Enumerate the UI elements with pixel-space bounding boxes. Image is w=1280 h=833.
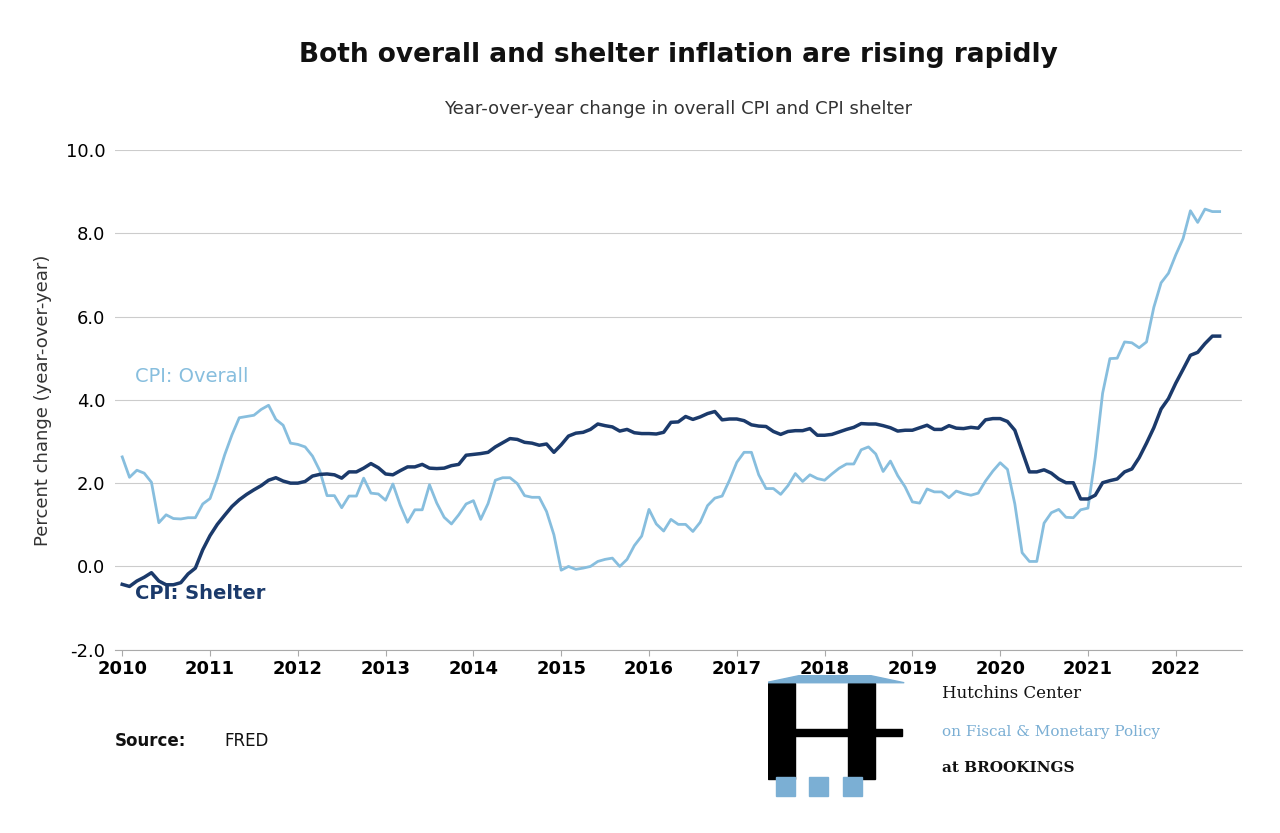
Text: Year-over-year change in overall CPI and CPI shelter: Year-over-year change in overall CPI and…: [444, 100, 913, 118]
Text: CPI: Shelter: CPI: Shelter: [136, 584, 266, 603]
Bar: [844, 777, 861, 796]
Y-axis label: Percent change (year-over-year): Percent change (year-over-year): [35, 254, 52, 546]
Text: FRED: FRED: [224, 731, 269, 750]
Text: Hutchins Center: Hutchins Center: [942, 686, 1082, 702]
Bar: [768, 729, 901, 736]
Bar: [776, 777, 795, 796]
Bar: [809, 777, 828, 796]
Text: CPI: Overall: CPI: Overall: [136, 367, 248, 387]
Text: on Fiscal & Monetary Policy: on Fiscal & Monetary Policy: [942, 726, 1160, 740]
Text: at BROOKINGS: at BROOKINGS: [942, 761, 1074, 776]
Text: Both overall and shelter inflation are rising rapidly: Both overall and shelter inflation are r…: [300, 42, 1057, 67]
Text: Source:: Source:: [115, 731, 187, 750]
Bar: [768, 683, 795, 779]
Bar: [849, 683, 876, 779]
Polygon shape: [765, 668, 904, 683]
